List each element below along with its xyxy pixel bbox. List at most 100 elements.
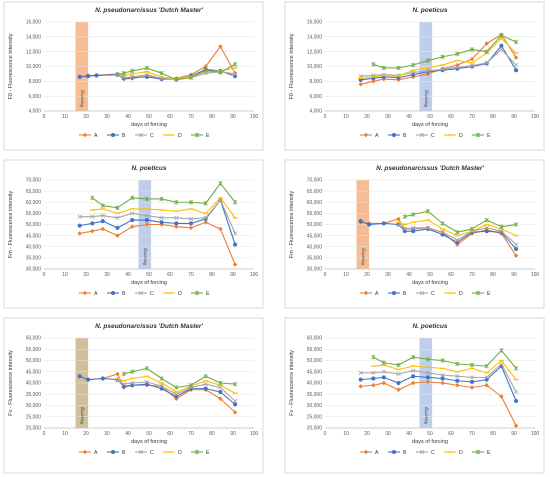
data-point-A [484,383,489,388]
data-point-E [440,54,445,60]
data-point-B [174,221,179,226]
data-point-C [90,214,95,219]
x-tick-label: 80 [490,114,496,120]
y-tick-label: 40,000 [307,244,323,250]
x-tick-label: 90 [511,114,517,120]
data-point-C [484,60,489,65]
legend-marker-B [110,132,116,138]
data-point-C [499,47,504,52]
series-line-C [79,199,236,234]
x-tick-label: 10 [343,114,349,120]
x-axis-label: days of forcing [412,439,448,445]
data-point-E [440,221,445,226]
legend-label-D: D [459,450,463,456]
y-tick-label: 30,000 [307,403,323,409]
x-tick-label: 30 [385,114,391,120]
x-tick-label: 100 [250,114,259,120]
data-point-B [411,229,416,234]
data-point-C [358,370,363,376]
data-point-B [233,402,238,407]
data-point-B [100,376,105,381]
x-axis-label: days of forcing [131,439,167,445]
legend-label-C: C [150,291,154,297]
data-point-C [144,72,150,77]
data-point-A [358,384,363,389]
data-point-E [425,208,431,214]
data-point-E [144,366,150,371]
data-point-E [174,199,179,205]
x-tick-label: 100 [531,272,540,278]
x-tick-label: 40 [406,272,412,278]
x-tick-label: 20 [83,114,89,120]
y-tick-label: 30,000 [26,403,42,409]
y-tick-label: 60,000 [26,336,42,342]
y-tick-label: 16,000 [307,20,323,26]
x-axis-label: days of forcing [131,280,167,286]
legend-marker-C [138,290,144,296]
data-point-A [513,55,519,60]
data-point-E [499,33,504,38]
y-tick-label: 60,000 [307,336,323,342]
data-point-C [371,370,376,376]
x-tick-label: 10 [343,272,349,278]
x-tick-label: 20 [83,272,89,278]
x-tick-label: 100 [531,431,540,437]
data-point-C [174,215,179,221]
data-point-A [90,228,95,234]
data-point-E [499,224,504,230]
y-axis-label: F0 - Fluorescence intensity [289,33,295,99]
legend-label-E: E [487,450,491,456]
data-point-E [218,380,223,386]
x-tick-label: 10 [62,431,68,437]
data-point-A [115,233,120,238]
x-tick-label: 10 [62,114,68,120]
data-point-E [484,49,489,54]
y-tick-label: 6,000 [28,94,41,100]
legend-label-E: E [487,291,491,297]
data-point-E [232,61,238,67]
x-tick-label: 40 [125,114,131,120]
data-point-C [425,68,431,74]
data-point-C [411,368,416,373]
data-point-E [121,70,126,76]
data-point-E [396,362,401,368]
data-point-A [188,225,194,231]
legend-marker-C [419,290,425,296]
data-point-B [358,219,363,224]
data-point-B [144,217,149,223]
x-tick-label: 90 [511,431,517,437]
data-point-E [232,381,238,387]
y-tick-label: 65,000 [307,189,323,195]
legend-label-C: C [150,133,154,139]
data-point-C [425,225,431,231]
x-tick-label: 60 [167,114,173,120]
data-point-E [203,201,208,206]
x-tick-label: 60 [167,431,173,437]
legend-marker-E [194,449,200,455]
data-point-C [411,225,416,231]
data-point-B [77,74,82,79]
data-point-E [174,385,179,390]
legend-label-A: A [94,291,98,297]
data-point-E [411,62,416,68]
data-point-C [396,371,401,377]
legend-label-C: C [431,291,435,297]
y-tick-label: 14,000 [26,35,42,41]
data-point-B [130,217,135,223]
x-tick-label: 0 [324,272,327,278]
y-tick-label: 45,000 [307,233,323,239]
flowering-band-label: flowering [79,407,84,424]
data-point-E [425,58,431,63]
data-point-B [367,222,372,227]
data-point-A [358,82,363,87]
x-tick-label: 20 [364,114,370,120]
x-tick-label: 30 [104,114,110,120]
x-tick-label: 80 [209,114,215,120]
panel-frame [3,317,264,474]
data-point-A [440,380,445,386]
data-point-E [188,75,194,80]
data-point-B [469,379,475,384]
y-tick-label: 50,000 [307,358,323,364]
x-tick-label: 90 [230,114,236,120]
data-point-B [358,377,363,382]
